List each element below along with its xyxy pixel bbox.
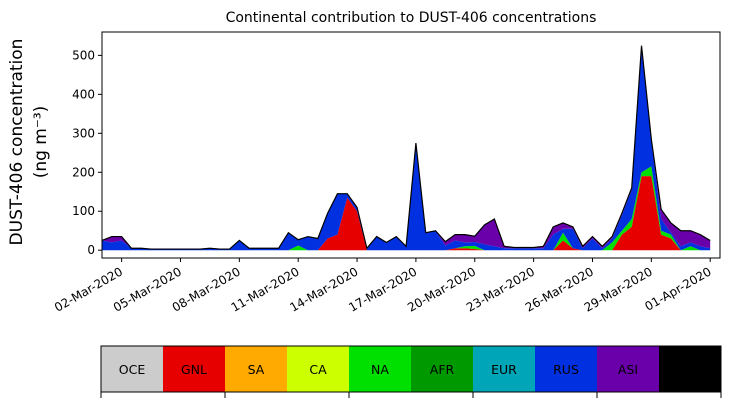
total-outline-layer [101, 45, 711, 250]
colorbar-cell-aus [659, 346, 722, 392]
y-axis-label-line2: (ng m⁻³) [31, 106, 51, 179]
colorbar-label: CA [309, 362, 327, 377]
y-tick-label: 400 [72, 87, 95, 101]
colorbar-cell-rus [535, 346, 598, 392]
colorbar-cell-eur [473, 346, 536, 392]
plot-frame [101, 31, 721, 259]
y-axis: 0 100 200 300 400 500 [72, 48, 102, 257]
y-tick-label: 100 [72, 204, 95, 218]
area-asi [102, 45, 711, 250]
colorbar-label: GNL [181, 362, 207, 377]
y-tick-label: 0 [87, 243, 95, 257]
x-axis: 02-Mar-202005-Mar-202008-Mar-202011-Mar-… [52, 258, 714, 315]
stacked-area-layer [102, 45, 711, 251]
area-gnl [102, 176, 711, 251]
y-tick-label: 500 [72, 48, 95, 62]
total-outline [101, 45, 711, 250]
colorbar-cell-afr [411, 346, 474, 392]
colorbar-label: SA [248, 362, 265, 377]
colorbar-cell-asi [597, 346, 660, 392]
colorbar-cell-na [349, 346, 412, 392]
colorbar-label: AUS [677, 362, 703, 377]
colorbar-cell-ca [287, 346, 350, 392]
chart-title: Continental contribution to DUST-406 con… [226, 10, 597, 26]
colorbar-label: OCE [119, 362, 146, 377]
colorbar-label: RUS [553, 362, 579, 377]
colorbar-label: ASI [618, 362, 638, 377]
colorbar-label: AFR [430, 362, 455, 377]
x-tick-label: 01-Apr-2020 [642, 264, 713, 313]
y-axis-label-line1: DUST-406 concentration [7, 39, 27, 246]
colorbar-cell-oce [101, 346, 164, 392]
colorbar-cell-gnl [163, 346, 226, 392]
colorbar-label: EUR [491, 362, 517, 377]
area-na [102, 166, 711, 251]
legend-colorbar: OCE GNL SA CA NA AFR EUR RUS ASI AUS [100, 345, 722, 398]
y-tick-label: 300 [72, 126, 95, 140]
colorbar-label: NA [371, 362, 389, 377]
y-tick-label: 200 [72, 165, 95, 179]
colorbar-cell-sa [225, 346, 288, 392]
colorbar-frame [100, 345, 722, 393]
